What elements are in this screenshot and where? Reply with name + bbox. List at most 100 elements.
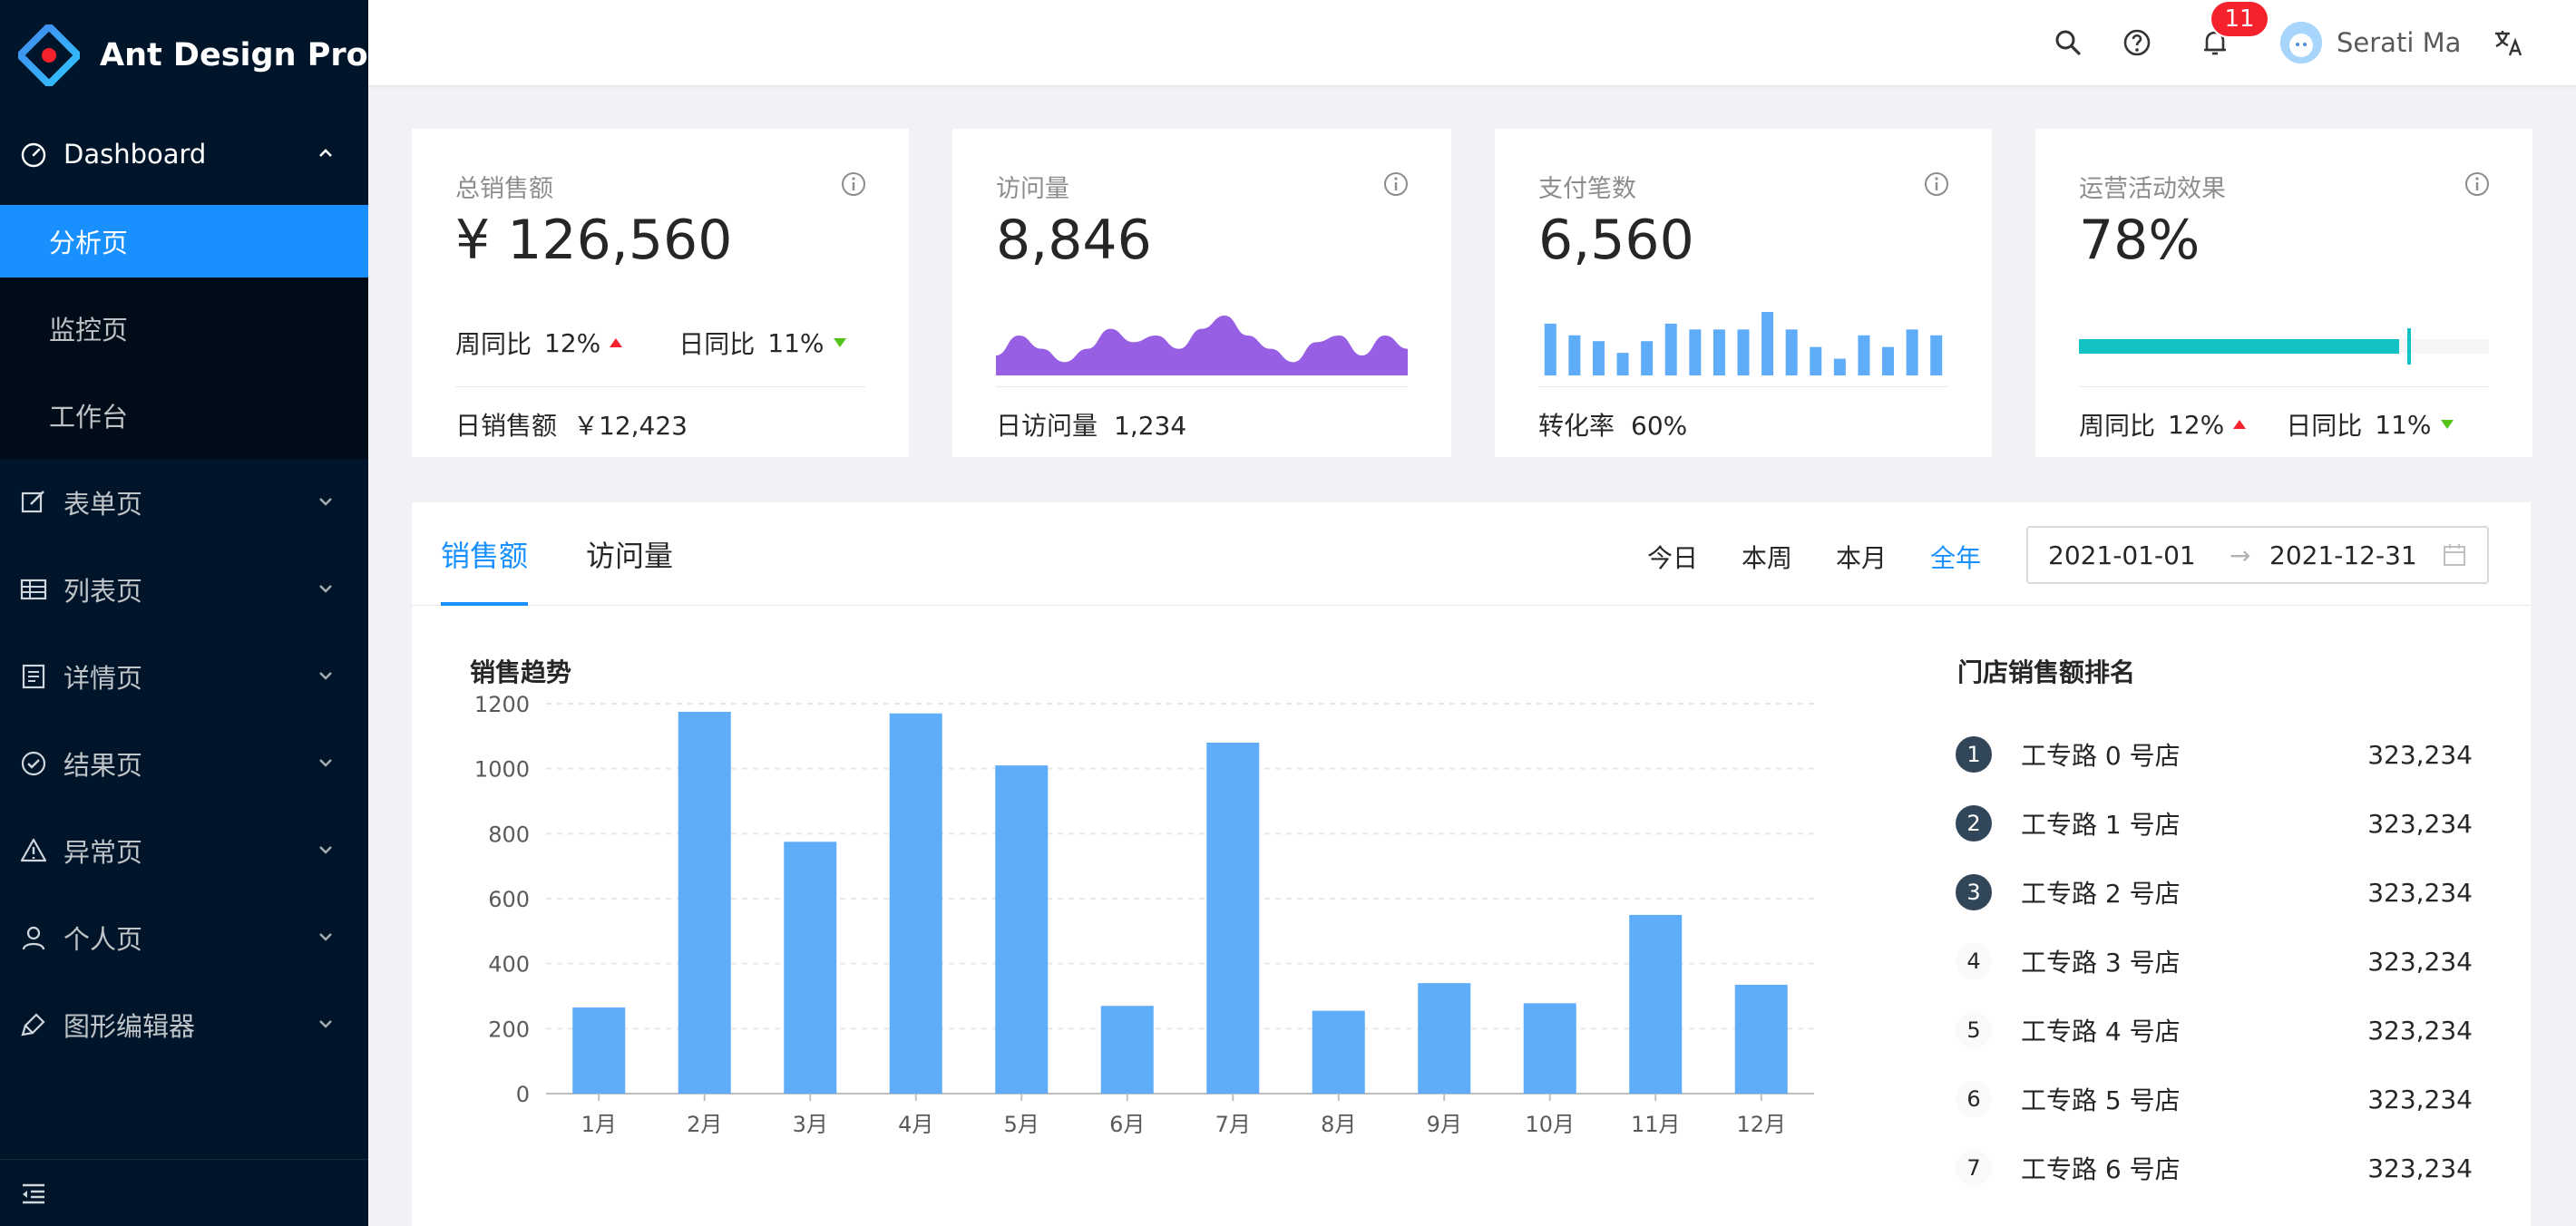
bar-7月 [1206, 743, 1260, 1094]
translation-icon[interactable] [2493, 26, 2525, 59]
bar-12月 [1734, 984, 1788, 1094]
mini-bar [1737, 329, 1750, 375]
dashboard-icon [20, 141, 47, 168]
sidebar-item-workplace[interactable]: 工作台 [49, 402, 129, 433]
sidebar-item-label: 异常页 [63, 837, 143, 868]
sidebar-item-form[interactable]: 表单页 [0, 459, 368, 546]
chart-title: 销售趋势 [470, 657, 572, 687]
mini-bar [1568, 335, 1581, 375]
trend-wow: 周同比 12% [455, 325, 623, 361]
sidebar-item-label: 表单页 [63, 489, 143, 520]
rank-store-name: 工专路 1 号店 [2021, 810, 2181, 840]
tab-visits[interactable]: 访问量 [586, 539, 674, 573]
sidebar-item-analysis[interactable]: 分析页 [0, 205, 368, 277]
bar-10月 [1523, 1003, 1576, 1094]
footer-label: 日访问量 [996, 411, 1098, 441]
date-separator: → [2230, 540, 2251, 570]
rank-number: 4 [1956, 943, 1992, 979]
avatar [2280, 22, 2322, 63]
sidebar-item-monitor[interactable]: 监控页 [49, 315, 129, 345]
warning-icon [20, 837, 47, 864]
x-tick-label: 8月 [1321, 1112, 1356, 1137]
x-tick-label: 3月 [793, 1112, 828, 1137]
help-icon[interactable] [2121, 26, 2153, 59]
card-trends: 周同比 12% 日同比 11% [455, 325, 865, 361]
user-menu[interactable]: Serati Ma [2280, 22, 2461, 63]
user-icon [20, 924, 47, 951]
rank-number: 2 [1956, 805, 1992, 842]
mini-bar [1833, 358, 1846, 375]
footer-value: 60% [1631, 411, 1688, 441]
rank-value: 323,234 [2367, 1015, 2473, 1046]
rank-store-name: 工专路 2 号店 [2021, 879, 2181, 909]
sidebar-item-account[interactable]: 个人页 [0, 894, 368, 981]
stat-card-operation: 运营活动效果 78% 周同比 12% 日同比 11% [2035, 129, 2532, 457]
sales-panel: 销售额 访问量 今日 本周 本月 全年 2021-01-01 → 2021-12… [412, 502, 2531, 1226]
sidebar-item-editor[interactable]: 图形编辑器 [0, 981, 368, 1068]
info-icon[interactable] [840, 170, 867, 198]
logo[interactable]: Ant Design Pro [0, 0, 368, 111]
rank-number: 7 [1956, 1150, 1992, 1186]
rank-number: 1 [1956, 736, 1992, 773]
divider [996, 386, 1408, 387]
card-footer: 周同比 12% 日同比 11% [2079, 406, 2454, 443]
area-series [996, 316, 1408, 375]
visits-area-chart [996, 316, 1408, 375]
sidebar-item-profile[interactable]: 详情页 [0, 633, 368, 720]
caret-up-icon [2233, 420, 2247, 429]
chevron-down-icon [319, 759, 332, 767]
chevron-up-icon [319, 149, 332, 157]
range-today[interactable]: 今日 [1647, 543, 1699, 573]
rank-value: 323,234 [2367, 877, 2473, 908]
mini-bar [1592, 341, 1605, 375]
rank-number: 6 [1956, 1081, 1992, 1117]
x-tick-label: 11月 [1631, 1112, 1681, 1137]
mini-bar [1906, 329, 1918, 375]
y-tick-label: 1000 [474, 757, 530, 783]
highlight-icon [20, 1011, 47, 1038]
info-icon[interactable] [2464, 170, 2491, 198]
range-month[interactable]: 本月 [1836, 543, 1888, 573]
stat-card-payments: 支付笔数 6,560 转化率 60% [1495, 129, 1992, 457]
progress-fill [2079, 339, 2399, 354]
mini-bar [1930, 335, 1943, 375]
sidebar-item-list[interactable]: 列表页 [0, 546, 368, 633]
info-icon[interactable] [1382, 170, 1410, 198]
mini-bar [1785, 329, 1798, 375]
date-start-input[interactable]: 2021-01-01 [2048, 540, 2196, 570]
range-week[interactable]: 本周 [1742, 543, 1793, 573]
footer-label: 转化率 [1538, 411, 1615, 441]
sidebar: Ant Design Pro Dashboard 分析页 监控页 工作台 表单页… [0, 0, 368, 1226]
bell-icon[interactable] [2199, 26, 2231, 59]
date-end-input[interactable]: 2021-12-31 [2269, 540, 2417, 570]
tab-sales[interactable]: 销售额 [441, 539, 529, 573]
form-icon [20, 489, 47, 516]
card-value: 78% [2079, 209, 2200, 272]
sales-trend-chart: 0 200 400 600 800 1000 1200 1月 2月 3月 4月 5月 6月 7月 8月 9月 1… [474, 692, 1814, 1137]
ranking-item: 2 工专路 1 号店 323,234 [1956, 789, 2482, 858]
sidebar-item-dashboard[interactable]: Dashboard [0, 111, 368, 198]
user-name: Serati Ma [2337, 27, 2462, 58]
x-tick-label: 1月 [581, 1112, 617, 1137]
x-tick-label: 10月 [1525, 1112, 1575, 1137]
info-icon[interactable] [1923, 170, 1950, 198]
footer-value: ￥12,423 [573, 411, 688, 441]
date-range-picker[interactable]: 2021-01-01 → 2021-12-31 [2026, 526, 2489, 584]
sidebar-item-exception[interactable]: 异常页 [0, 807, 368, 894]
bar-6月 [1100, 1006, 1154, 1094]
ranking-item: 6 工专路 5 号店 323,234 [1956, 1065, 2482, 1134]
bar-4月 [889, 713, 942, 1094]
rank-value: 323,234 [2367, 739, 2473, 770]
sidebar-collapse-button[interactable] [0, 1159, 368, 1226]
bar-11月 [1629, 914, 1683, 1094]
mini-bar [1858, 335, 1870, 375]
divider [2079, 386, 2489, 387]
range-year[interactable]: 全年 [1930, 543, 1982, 573]
rank-store-name: 工专路 3 号店 [2021, 948, 2181, 978]
sidebar-item-label: 图形编辑器 [63, 1011, 196, 1042]
x-tick-label: 5月 [1004, 1112, 1039, 1137]
search-icon[interactable] [2052, 26, 2084, 59]
rank-value: 323,234 [2367, 1084, 2473, 1114]
sidebar-item-result[interactable]: 结果页 [0, 720, 368, 807]
y-tick-label: 600 [488, 887, 530, 912]
